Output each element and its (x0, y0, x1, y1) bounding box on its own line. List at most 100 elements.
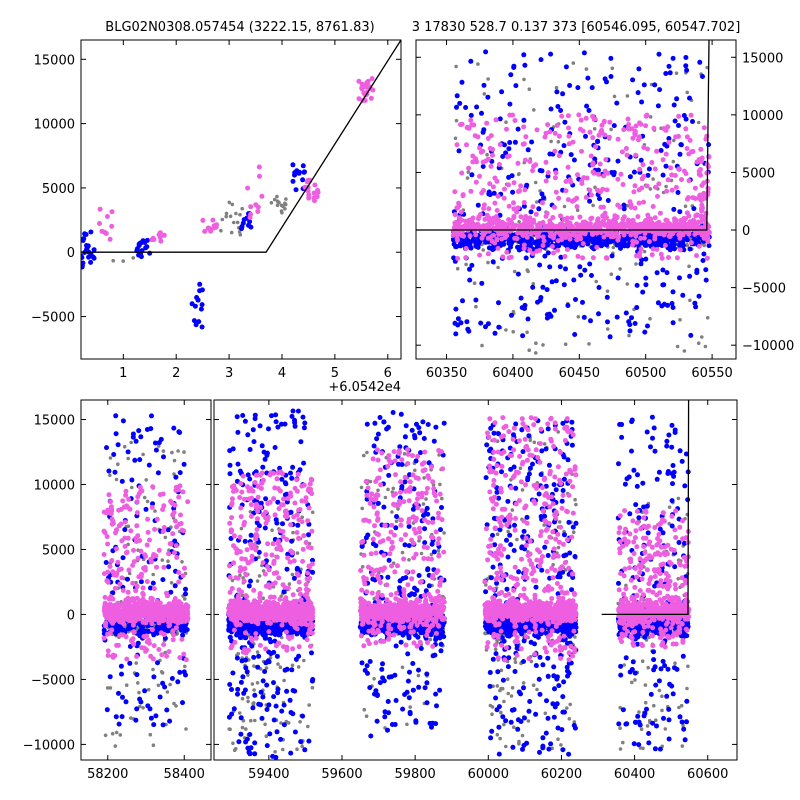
bottom-point-series_a (300, 515, 305, 519)
top-left-point-series_b (290, 162, 296, 168)
bottom-point-series_a (364, 714, 369, 718)
top-right-point-series_b (542, 253, 548, 259)
top-right-point-series_c (539, 221, 544, 227)
top-right-point-series_b (672, 118, 678, 124)
top-right-point-series_b (452, 320, 458, 326)
top-right-point-series_c (555, 247, 561, 253)
top-right-point-series_c (595, 187, 601, 193)
top-right-point-series_c (494, 217, 500, 223)
bottom-point-series_a (573, 497, 577, 502)
top-right-point-series_b (474, 104, 480, 110)
top-right-point-series_c (664, 188, 670, 194)
bottom-point-series_c (170, 628, 176, 634)
top-right-point-series_a (678, 318, 682, 322)
bottom-point-series_a (252, 664, 256, 668)
bottom-point-series_b (113, 431, 119, 437)
top-right-point-series_c (618, 171, 624, 177)
bottom-point-series_a (257, 555, 261, 559)
bottom-point-series_c (121, 603, 127, 609)
bottom-point-series_c (122, 543, 128, 549)
top-right-point-series_c (703, 136, 709, 142)
top-right-point-series_c (686, 213, 692, 219)
top-left-point-series_c (305, 177, 311, 183)
top-right-point-series_c (653, 184, 658, 190)
bottom-point-series_b (141, 629, 147, 635)
bottom-point-series_b (123, 699, 129, 705)
top-right-point-series_a (534, 341, 538, 346)
bottom-point-series_a (182, 450, 186, 454)
top-right-ytick-label: −5000 (742, 282, 786, 297)
top-right-point-series_b (538, 57, 544, 63)
top-right-point-series_c (637, 166, 643, 172)
bottom-point-series_a (572, 720, 577, 724)
top-right-point-series_c (466, 165, 472, 171)
top-right-point-series_b (558, 108, 564, 113)
top-right-point-series_c (650, 246, 656, 252)
top-right-point-series_c (497, 142, 503, 148)
top-right-point-series_a (466, 170, 471, 174)
bottom-point-series_c (114, 570, 120, 576)
top-right-point-series_c (674, 255, 680, 261)
top-right-point-series_b (523, 255, 529, 261)
top-right-point-series_c (481, 206, 487, 211)
top-right-point-series_c (589, 231, 595, 237)
top-right-point-series_b (458, 243, 464, 249)
top-right-point-series_c (555, 225, 561, 231)
bottom-point-series_b (183, 586, 188, 592)
top-right-point-series_a (700, 335, 704, 339)
top-right-point-series_c (535, 222, 540, 228)
bottom-point-series_a (685, 686, 689, 691)
bottom-point-series_a (278, 665, 283, 669)
bottom-point-series_a (255, 650, 260, 654)
bottom-point-series_a (498, 736, 502, 741)
top-right-point-series_c (672, 219, 678, 224)
bottom-point-series_c (138, 488, 144, 494)
top-right-point-series_b (537, 262, 543, 268)
top-right-point-series_b (677, 275, 682, 281)
top-right-point-series_c (569, 215, 575, 221)
top-right-point-series_b (522, 302, 528, 308)
top-right-point-series_c (580, 255, 586, 261)
top-right-point-series_b (641, 82, 647, 88)
top-right-point-series_c (590, 169, 596, 175)
bottom-point-series_c (109, 610, 115, 616)
bottom-point-series_a (673, 661, 677, 665)
top-right-point-series_b (497, 116, 503, 122)
top-right-point-series_c (588, 216, 594, 222)
top-right-point-series_a (592, 127, 597, 131)
bottom-point-series_a (633, 678, 637, 682)
top-right-point-series_b (525, 316, 531, 322)
top-right-point-series_c (470, 153, 476, 159)
top-right-point-series_b (667, 70, 673, 76)
bottom-point-series_a (640, 659, 645, 663)
top-right-point-series_b (652, 82, 658, 88)
bottom-point-series_c (147, 640, 152, 646)
top-right-point-series_c (579, 148, 584, 154)
top-right-point-series_c (582, 231, 588, 237)
top-right-point-series_c (578, 117, 584, 123)
top-left-point-series_b (142, 239, 148, 245)
bottom-point-series_c (133, 588, 139, 594)
bottom-point-series_a (521, 681, 526, 685)
bottom-point-series_a (231, 741, 235, 746)
top-left-point-series_a (275, 203, 280, 207)
top-left-point-series_c (312, 182, 318, 188)
bottom-point-series_c (102, 530, 108, 536)
top-right-point-series_c (646, 239, 652, 245)
bottom-point-series_a (506, 529, 510, 534)
top-right-point-series_a (664, 184, 668, 189)
top-right-point-series_c (615, 222, 621, 228)
bottom-point-series_a (422, 476, 426, 480)
top-right-point-series_b (571, 277, 577, 283)
top-left-point-series_c (256, 164, 262, 170)
bottom-point-series_a (126, 456, 130, 461)
bottom-point-series_a (174, 704, 178, 708)
top-right-ytick-label: 0 (742, 224, 750, 239)
bottom-point-series_c (102, 594, 108, 600)
top-right-point-series_b (687, 95, 692, 101)
bottom-point-series_c (118, 521, 124, 527)
bottom-point-series_b (177, 470, 183, 476)
top-right-point-series_c (701, 125, 707, 131)
top-right-point-series_c (455, 256, 461, 261)
top-right-point-series_b (684, 67, 690, 73)
